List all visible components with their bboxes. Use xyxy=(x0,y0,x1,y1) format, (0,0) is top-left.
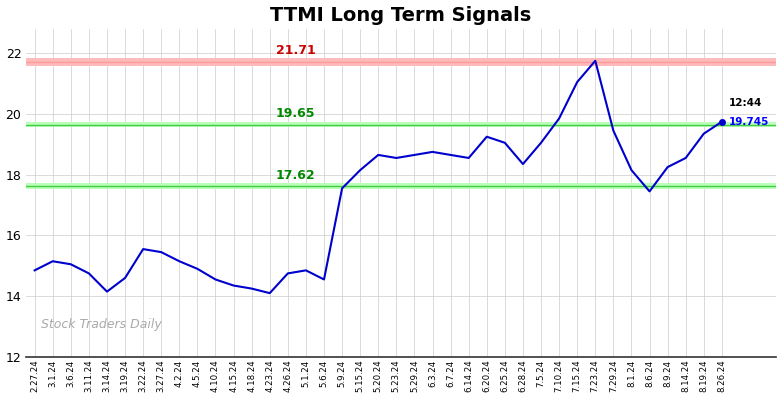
Title: TTMI Long Term Signals: TTMI Long Term Signals xyxy=(270,6,532,25)
Text: 12:44: 12:44 xyxy=(729,98,763,108)
Text: 17.62: 17.62 xyxy=(276,169,315,182)
Bar xyxy=(26,59,776,66)
Bar xyxy=(26,183,776,189)
Text: 19.745: 19.745 xyxy=(729,117,769,127)
Text: 21.71: 21.71 xyxy=(276,44,315,57)
Bar xyxy=(26,122,776,127)
Text: Stock Traders Daily: Stock Traders Daily xyxy=(41,318,162,331)
Text: 19.65: 19.65 xyxy=(276,107,315,120)
